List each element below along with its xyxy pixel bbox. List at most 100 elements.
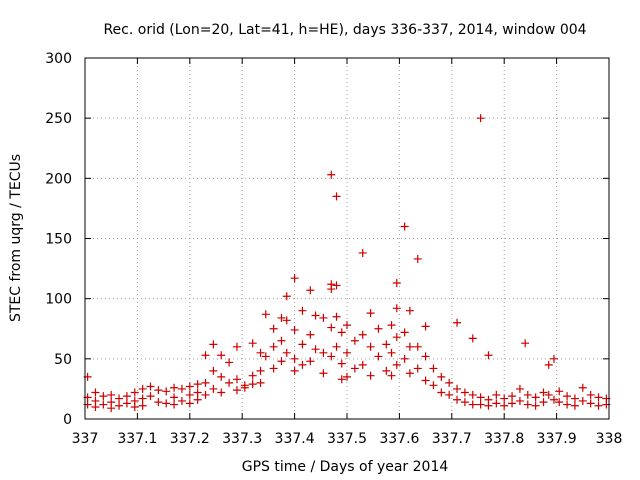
- data-point: [594, 401, 603, 410]
- data-point: [138, 384, 147, 393]
- data-point: [400, 222, 409, 231]
- data-point: [91, 402, 100, 411]
- data-point: [130, 402, 139, 411]
- data-point: [130, 388, 139, 397]
- data-point: [209, 384, 218, 393]
- data-point: [277, 357, 286, 366]
- data-point: [437, 372, 446, 381]
- data-point: [177, 396, 186, 405]
- data-point: [91, 388, 100, 397]
- data-point: [366, 342, 375, 351]
- data-point: [382, 340, 391, 349]
- data-point: [366, 309, 375, 318]
- data-point: [185, 390, 194, 399]
- data-point: [500, 401, 509, 410]
- data-point: [99, 392, 108, 401]
- data-point: [392, 333, 401, 342]
- data-point: [350, 364, 359, 373]
- x-tick-label: 337.3: [222, 431, 262, 447]
- data-point: [327, 323, 336, 332]
- data-point: [445, 390, 454, 399]
- data-point: [453, 318, 462, 327]
- data-point: [290, 366, 299, 375]
- data-point: [217, 388, 226, 397]
- data-point: [586, 399, 595, 408]
- data-point: [358, 248, 367, 257]
- y-tick-label: 150: [45, 232, 72, 248]
- data-point: [508, 392, 517, 401]
- data-point: [476, 393, 485, 402]
- data-point: [421, 322, 430, 331]
- data-point: [429, 381, 438, 390]
- data-point: [209, 340, 218, 349]
- data-point: [570, 401, 579, 410]
- data-point: [225, 358, 234, 367]
- data-point: [185, 382, 194, 391]
- data-point: [290, 274, 299, 283]
- data-point: [232, 342, 241, 351]
- x-tick-label: 337.4: [275, 431, 315, 447]
- x-tick-label: 337.5: [327, 431, 367, 447]
- data-point: [358, 330, 367, 339]
- chart-title: Rec. orid (Lon=20, Lat=41, h=HE), days 3…: [103, 22, 586, 38]
- data-point: [122, 392, 131, 401]
- y-tick-label: 200: [45, 171, 72, 187]
- data-point: [405, 369, 414, 378]
- data-point: [107, 404, 116, 413]
- data-point: [332, 281, 341, 290]
- data-point: [515, 384, 524, 393]
- x-tick-label: 337.7: [432, 431, 472, 447]
- data-point: [429, 364, 438, 373]
- y-tick-label: 300: [45, 51, 72, 67]
- data-point: [327, 170, 336, 179]
- data-point: [468, 400, 477, 409]
- data-point: [319, 348, 328, 357]
- data-point: [256, 378, 265, 387]
- data-point: [232, 386, 241, 395]
- data-point: [392, 304, 401, 313]
- y-axis-label: STEC from uqrg / TECUs: [8, 154, 24, 322]
- data-point: [500, 394, 509, 403]
- data-point: [146, 392, 155, 401]
- data-point: [311, 345, 320, 354]
- data-point: [382, 366, 391, 375]
- data-point: [413, 364, 422, 373]
- data-point: [248, 380, 257, 389]
- data-point: [201, 390, 210, 399]
- data-point: [170, 393, 179, 402]
- data-point: [374, 324, 383, 333]
- data-point: [154, 398, 163, 407]
- data-point: [484, 401, 493, 410]
- data-point: [413, 342, 422, 351]
- data-point: [453, 395, 462, 404]
- data-point: [555, 387, 564, 396]
- data-point: [122, 399, 131, 408]
- data-point: [232, 375, 241, 384]
- data-point: [277, 313, 286, 322]
- data-point: [539, 388, 548, 397]
- data-point: [563, 400, 572, 409]
- data-point: [337, 375, 346, 384]
- data-point: [413, 254, 422, 263]
- x-tick-label: 337.6: [379, 431, 419, 447]
- data-point: [138, 394, 147, 403]
- data-point: [298, 340, 307, 349]
- data-point: [193, 380, 202, 389]
- data-point: [177, 384, 186, 393]
- x-tick-label: 337.9: [537, 431, 577, 447]
- data-point: [460, 398, 469, 407]
- data-point: [162, 399, 171, 408]
- data-point: [468, 334, 477, 343]
- data-point: [358, 360, 367, 369]
- data-point: [468, 390, 477, 399]
- data-point: [306, 330, 315, 339]
- data-point: [523, 400, 532, 409]
- data-point: [332, 312, 341, 321]
- data-point: [290, 325, 299, 334]
- data-point: [319, 313, 328, 322]
- data-point: [282, 316, 291, 325]
- data-point: [337, 359, 346, 368]
- data-point: [327, 352, 336, 361]
- data-point: [327, 285, 336, 294]
- data-point: [544, 390, 553, 399]
